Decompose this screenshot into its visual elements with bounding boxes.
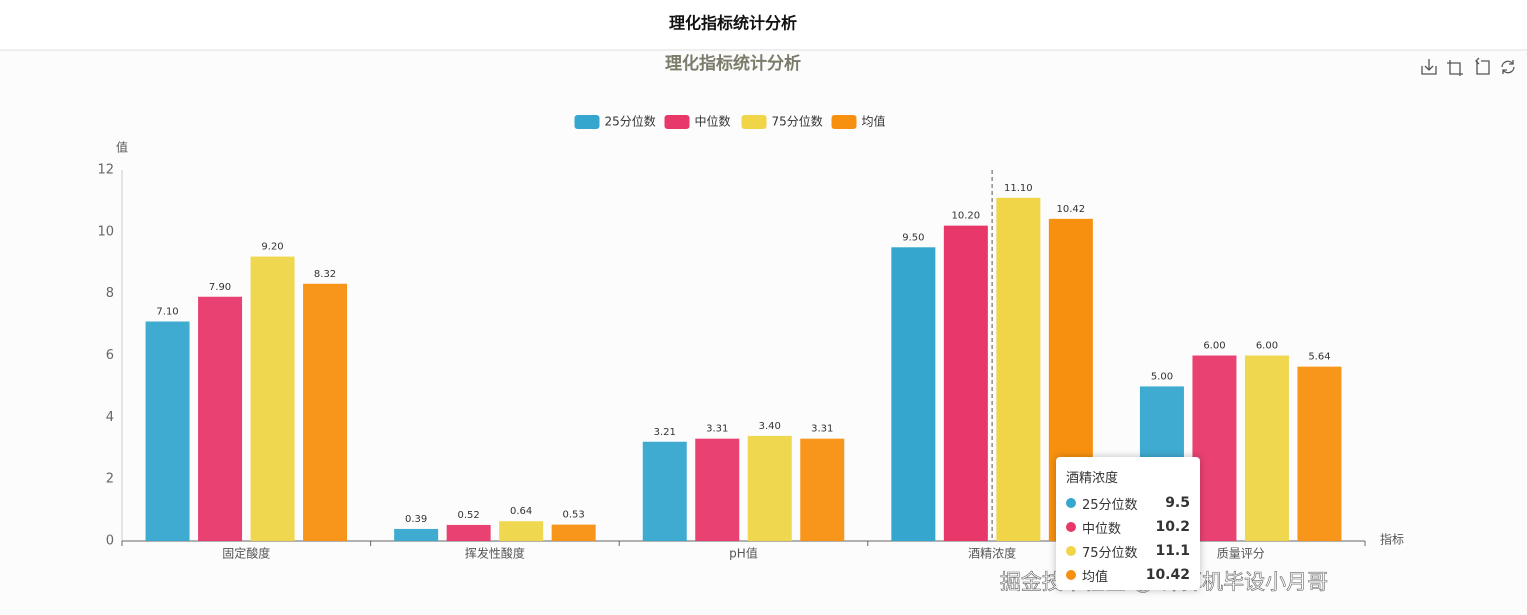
- save-icon[interactable]: [1421, 59, 1437, 75]
- value-label: 3.31: [811, 424, 833, 435]
- header-title: 理化指标统计分析: [669, 14, 797, 33]
- tooltip-series: 中位数: [1082, 521, 1122, 537]
- tooltip-row: 75分位数 11.1: [1066, 539, 1190, 563]
- value-label: 3.21: [654, 427, 676, 438]
- tooltip-value: 9.5: [1165, 495, 1190, 511]
- value-label: 9.20: [261, 242, 283, 253]
- bar: [996, 197, 1041, 541]
- value-label: 3.31: [706, 424, 728, 435]
- y-tick-label: 4: [106, 410, 114, 425]
- tooltip-value: 10.2: [1155, 519, 1190, 535]
- tooltip-series: 均值: [1082, 569, 1109, 585]
- tooltip-dot: [1066, 522, 1076, 532]
- bar: [891, 247, 936, 541]
- x-tick-label: 固定酸度: [222, 546, 270, 561]
- value-label: 11.10: [1004, 183, 1033, 194]
- value-label: 0.64: [510, 506, 532, 517]
- tooltip-dot: [1066, 498, 1076, 508]
- legend-swatch: [741, 115, 767, 129]
- zoom-icon[interactable]: [1447, 60, 1463, 76]
- value-label: 0.39: [405, 514, 427, 525]
- y-tick-label: 0: [106, 534, 114, 549]
- tooltip-row: 均值 10.42: [1066, 563, 1190, 587]
- bar: [250, 256, 295, 541]
- tooltip-row: 25分位数 9.5: [1066, 491, 1190, 515]
- tooltip-series: 25分位数: [1082, 497, 1138, 513]
- value-label: 0.52: [458, 510, 480, 521]
- x-axis-title: 指标: [1380, 532, 1404, 547]
- legend-label: 25分位数: [605, 114, 656, 129]
- tooltip-series: 75分位数: [1082, 545, 1138, 561]
- y-tick-label: 12: [97, 163, 114, 178]
- value-label: 7.10: [156, 306, 178, 317]
- y-tick-label: 8: [106, 286, 114, 301]
- tooltip-value: 11.1: [1155, 543, 1190, 559]
- y-axis-title: 值: [116, 140, 128, 155]
- tooltip-dot: [1066, 570, 1076, 580]
- y-tick-label: 6: [106, 348, 114, 363]
- restore-icon[interactable]: [1501, 60, 1515, 74]
- tooltip-value: 10.42: [1145, 567, 1190, 583]
- legend-swatch: [574, 115, 600, 129]
- bar: [499, 521, 544, 541]
- tooltip: 酒精浓度 25分位数 9.5 中位数 10.2 75分位数 11.1 均值 10.42: [1056, 457, 1200, 590]
- tooltip-title: 酒精浓度: [1066, 471, 1119, 486]
- bar: [1297, 366, 1342, 541]
- value-label: 0.53: [563, 510, 585, 521]
- value-label: 7.90: [209, 282, 231, 293]
- value-label: 5.64: [1308, 352, 1330, 363]
- value-label: 8.32: [314, 269, 336, 280]
- bar: [695, 438, 740, 541]
- tooltip-dot: [1066, 546, 1076, 556]
- bar: [198, 296, 243, 541]
- back-icon[interactable]: [1475, 57, 1490, 75]
- legend-label: 中位数: [695, 114, 731, 129]
- bar: [642, 441, 687, 541]
- tooltip-row: 中位数 10.2: [1066, 515, 1190, 539]
- toolbox: [1421, 57, 1515, 76]
- bar: [551, 524, 596, 541]
- chart-title: 理化指标统计分析: [665, 53, 801, 74]
- bar: [145, 321, 190, 541]
- legend-swatch: [664, 115, 690, 129]
- value-label: 5.00: [1151, 371, 1173, 382]
- value-label: 9.50: [902, 232, 924, 243]
- y-tick-label: 10: [97, 224, 114, 239]
- bar: [800, 438, 845, 541]
- x-tick-label: 挥发性酸度: [465, 546, 525, 561]
- value-label: 10.42: [1057, 204, 1086, 215]
- bar: [446, 524, 491, 541]
- bar: [1244, 355, 1289, 541]
- bar: [943, 225, 988, 541]
- legend-swatch: [831, 115, 857, 129]
- value-label: 6.00: [1256, 341, 1278, 352]
- bar: [303, 283, 348, 541]
- legend-label: 均值: [862, 114, 886, 129]
- legend-label: 75分位数: [772, 114, 823, 129]
- bar: [747, 435, 792, 541]
- x-tick-label: 酒精浓度: [968, 546, 1016, 561]
- bar: [394, 528, 439, 541]
- y-tick-label: 2: [106, 472, 114, 487]
- value-label: 10.20: [952, 211, 981, 222]
- x-tick-label: 质量评分: [1217, 547, 1265, 561]
- x-tick-label: pH值: [729, 546, 758, 561]
- header-bar: [0, 0, 1527, 50]
- value-label: 6.00: [1203, 341, 1225, 352]
- value-label: 3.40: [759, 421, 781, 432]
